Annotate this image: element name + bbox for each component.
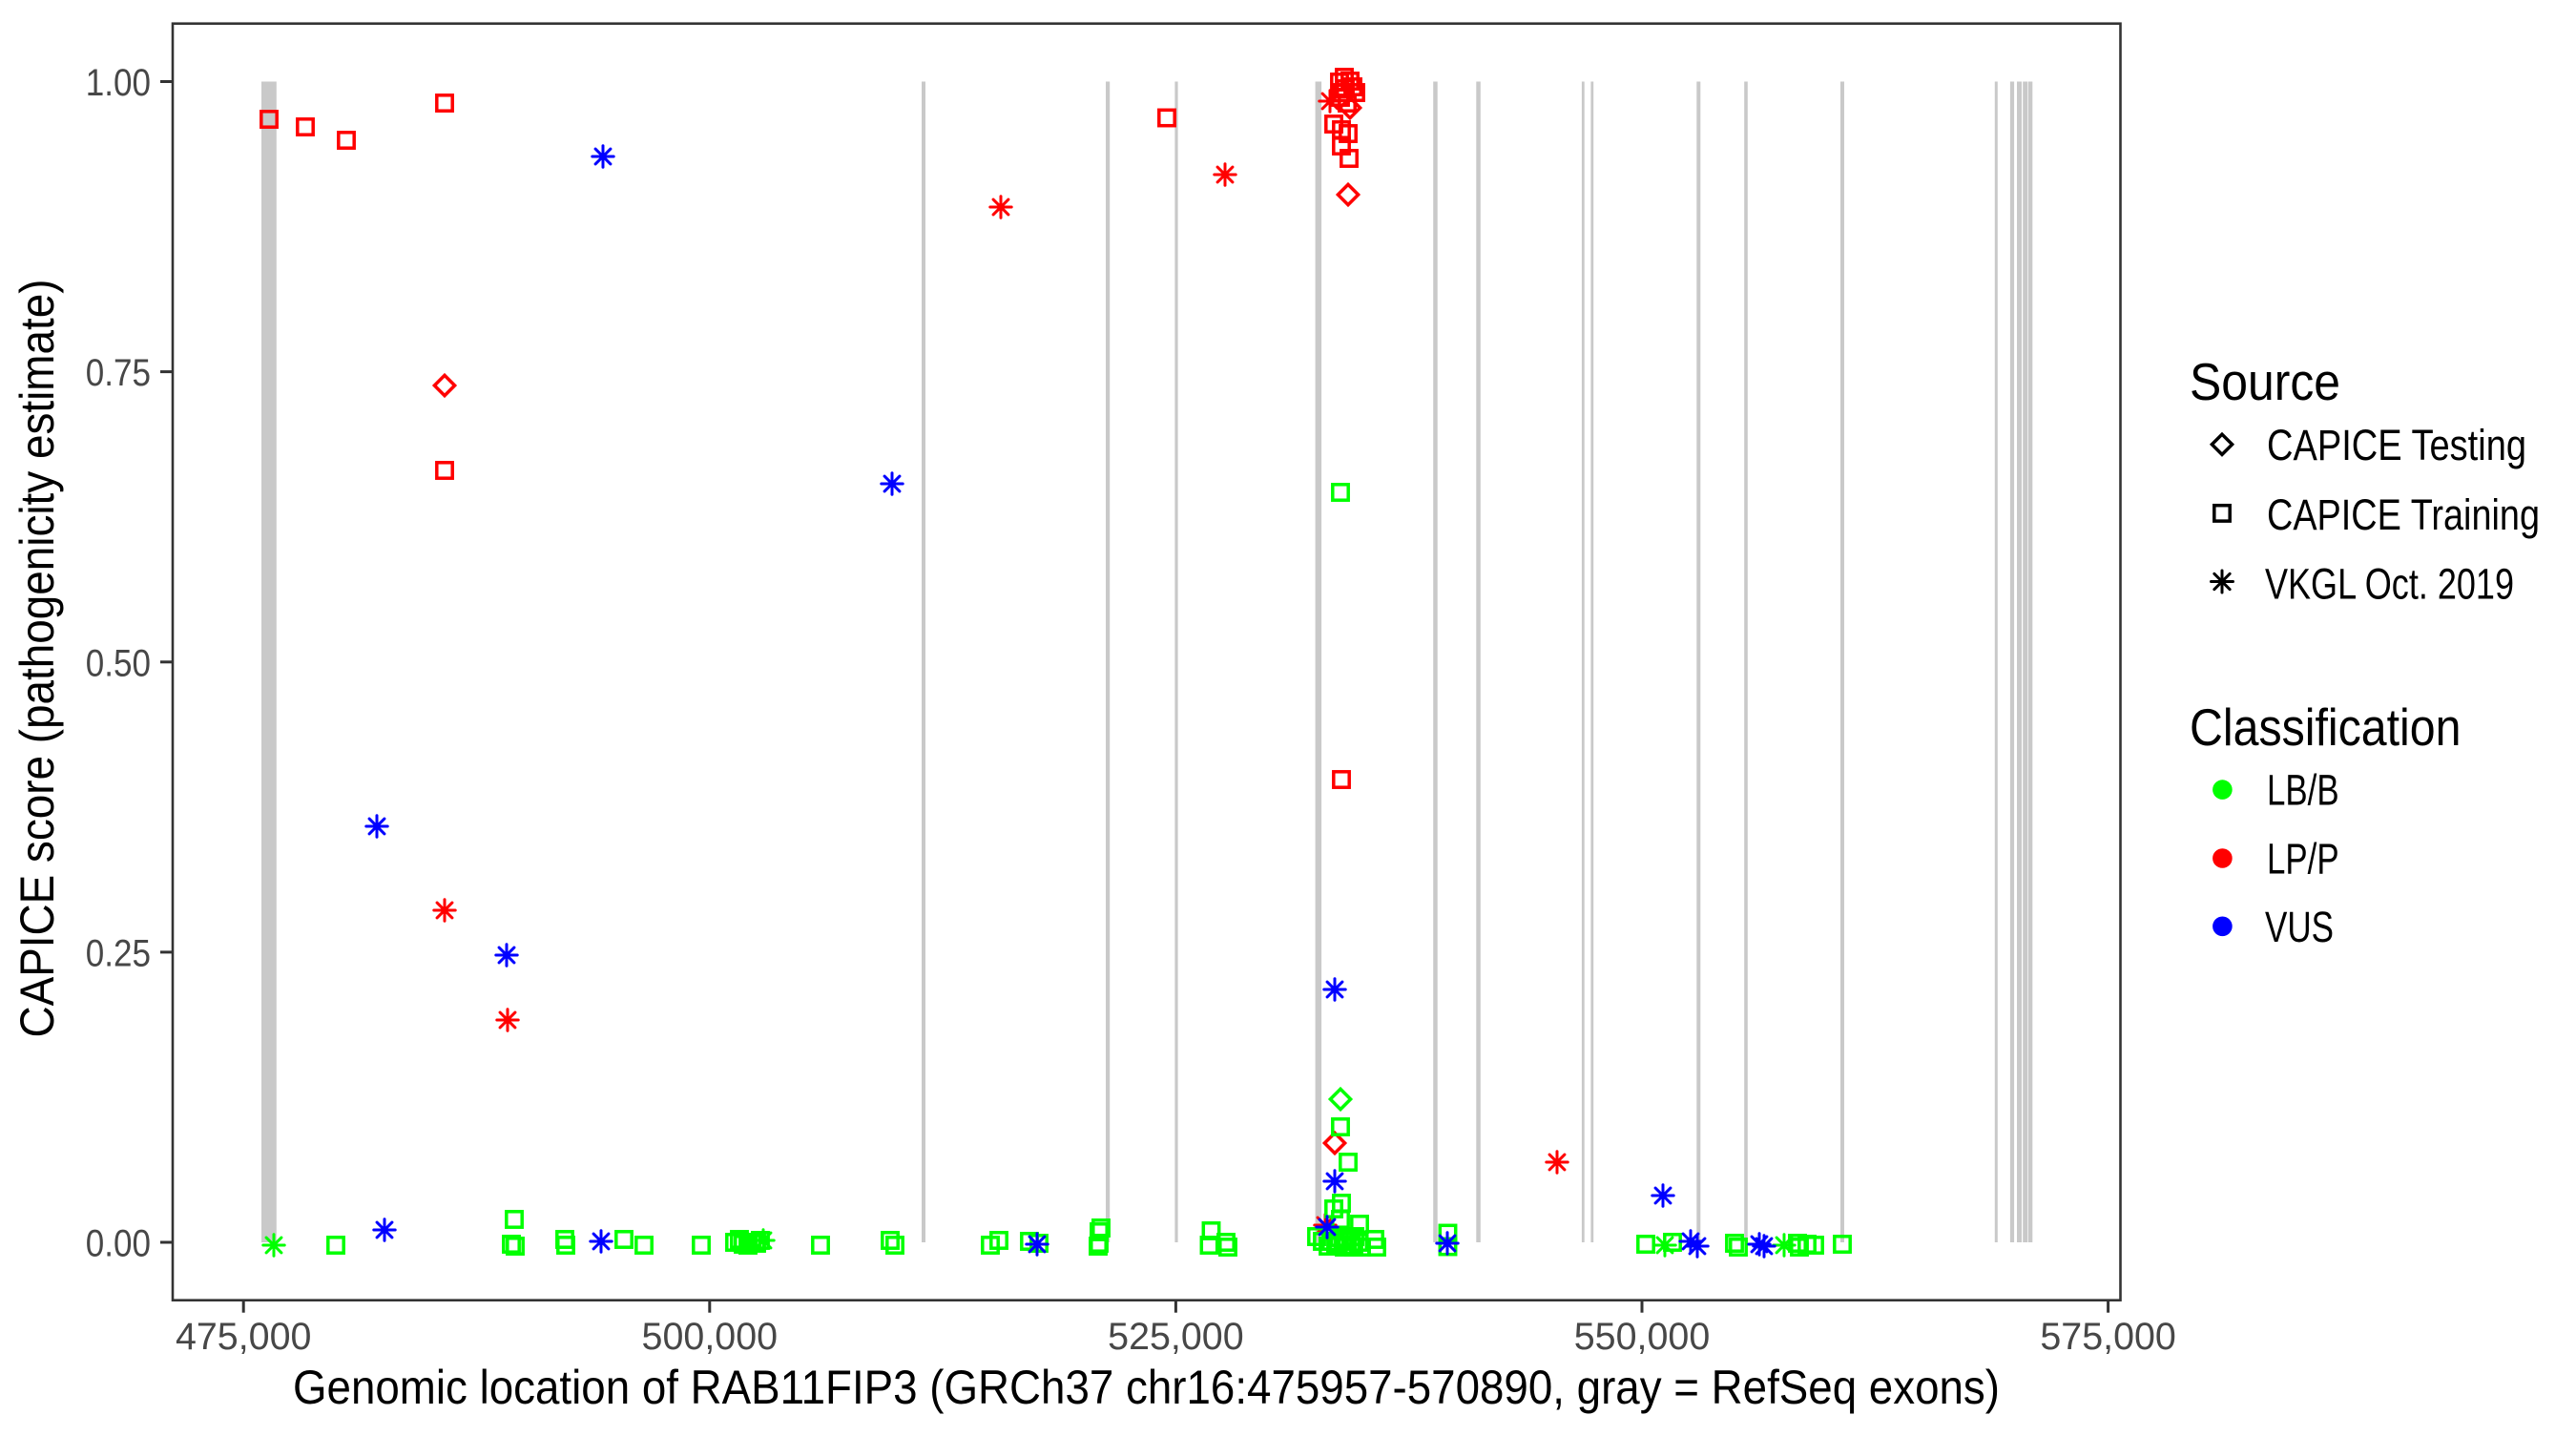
svg-text:550,000: 550,000 [1574,1316,1711,1358]
svg-text:Source: Source [2190,352,2340,411]
svg-text:0.25: 0.25 [86,933,151,975]
svg-text:CAPICE Testing: CAPICE Testing [2267,421,2526,469]
svg-text:575,000: 575,000 [2040,1316,2176,1358]
svg-text:1.00: 1.00 [86,62,151,104]
svg-text:0.75: 0.75 [86,352,151,394]
svg-text:VUS: VUS [2265,903,2334,951]
svg-text:0.50: 0.50 [86,642,151,684]
svg-text:0.00: 0.00 [86,1223,151,1265]
svg-text:Genomic location of RAB11FIP3: Genomic location of RAB11FIP3 (GRCh37 ch… [293,1361,2000,1414]
svg-text:525,000: 525,000 [1108,1316,1244,1358]
svg-text:VKGL Oct. 2019: VKGL Oct. 2019 [2265,560,2514,609]
svg-text:Classification: Classification [2190,697,2462,757]
svg-text:CAPICE score (pathogenicity es: CAPICE score (pathogenicity estimate) [10,280,64,1038]
svg-text:475,000: 475,000 [176,1316,312,1358]
svg-text:LP/P: LP/P [2267,835,2339,884]
svg-text:LB/B: LB/B [2267,766,2339,815]
svg-text:500,000: 500,000 [642,1316,779,1358]
svg-text:CAPICE Training: CAPICE Training [2267,490,2540,539]
